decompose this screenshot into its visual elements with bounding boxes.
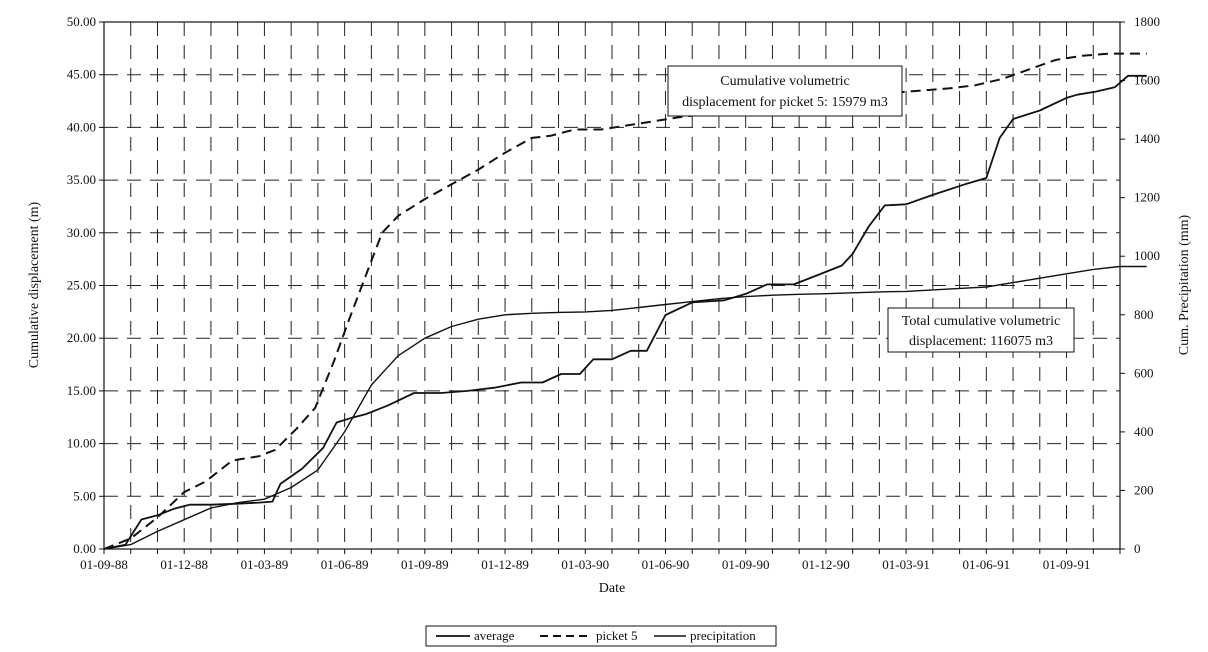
annotation-total-line1: Total cumulative volumetric xyxy=(902,314,1060,329)
y-left-tick-label: 25.00 xyxy=(67,278,96,293)
y-right-tick-label: 1800 xyxy=(1134,14,1160,29)
x-tick-label: 01-12-88 xyxy=(160,557,208,572)
y-axis-right-title: Cum. Precipitation (mm) xyxy=(1177,214,1192,355)
y-right-tick-label: 1600 xyxy=(1134,73,1160,88)
y-left-tick-label: 20.00 xyxy=(67,330,96,345)
grid xyxy=(104,22,1120,549)
y-right-tick-label: 0 xyxy=(1134,541,1141,556)
x-tick-label: 01-12-90 xyxy=(802,557,850,572)
y-left-tick-label: 15.00 xyxy=(67,383,96,398)
legend-label-precipitation: precipitation xyxy=(690,628,756,643)
annotation-total-line2: displacement: 116075 m3 xyxy=(909,334,1053,349)
y-left-tick-label: 10.00 xyxy=(67,436,96,451)
y-right-tick-label: 1400 xyxy=(1134,131,1160,146)
series-line-average xyxy=(103,74,1147,550)
y-left-tick-label: 45.00 xyxy=(67,67,96,82)
y-left-tick-label: 5.00 xyxy=(73,488,96,503)
x-tick-label: 01-06-89 xyxy=(321,557,369,572)
x-tick-label: 01-06-90 xyxy=(642,557,690,572)
y-left-tick-label: 0.00 xyxy=(73,541,96,556)
y-right-tick-label: 400 xyxy=(1134,424,1154,439)
legend-label-picket5: picket 5 xyxy=(596,628,638,643)
y-left-tick-label: 30.00 xyxy=(67,225,96,240)
y-left-tick-label: 35.00 xyxy=(67,172,96,187)
x-axis-title: Date xyxy=(599,581,625,596)
x-tick-label: 01-03-91 xyxy=(882,557,930,572)
y-left-tick-label: 50.00 xyxy=(67,14,96,29)
x-tick-label: 01-12-89 xyxy=(481,557,529,572)
y-axis-left-title: Cumulative displacement (m) xyxy=(27,201,42,368)
legend: average picket 5 precipitation xyxy=(425,625,777,647)
y-left-tick-label: 40.00 xyxy=(67,119,96,134)
annotation-total: Total cumulative volumetric displacement… xyxy=(887,307,1075,353)
series-layer xyxy=(103,52,1147,550)
series-line-precipitation xyxy=(103,265,1147,550)
y-right-tick-label: 200 xyxy=(1134,482,1154,497)
y-right-tick-label: 600 xyxy=(1134,365,1154,380)
y-right-tick-label: 800 xyxy=(1134,307,1154,322)
x-tick-label: 01-03-89 xyxy=(241,557,289,572)
x-tick-label: 01-09-89 xyxy=(401,557,449,572)
y-right-tick-label: 1000 xyxy=(1134,248,1160,263)
x-tick-label: 01-09-90 xyxy=(722,557,770,572)
ticks: 0.00 5.00 10.00 15.00 20.00 25.00 30.00 35.00 40… xyxy=(67,14,1160,572)
legend-label-average: average xyxy=(474,628,515,643)
x-tick-label: 01-03-90 xyxy=(561,557,609,572)
x-tick-label: 01-09-88 xyxy=(80,557,128,572)
legend-box xyxy=(425,625,777,647)
y-right-tick-label: 1200 xyxy=(1134,190,1160,205)
annotation-picket5-box xyxy=(667,65,903,117)
x-tick-label: 01-06-91 xyxy=(962,557,1010,572)
series-line-picket-5 xyxy=(103,52,1147,550)
x-tick-label: 01-09-91 xyxy=(1043,557,1091,572)
annotation-total-box xyxy=(887,307,1075,353)
annotation-picket5: Cumulative volumetric displacement for p… xyxy=(667,65,903,117)
annotation-picket5-line2: displacement for picket 5: 15979 m3 xyxy=(682,95,888,110)
annotation-picket5-line1: Cumulative volumetric xyxy=(720,74,849,89)
